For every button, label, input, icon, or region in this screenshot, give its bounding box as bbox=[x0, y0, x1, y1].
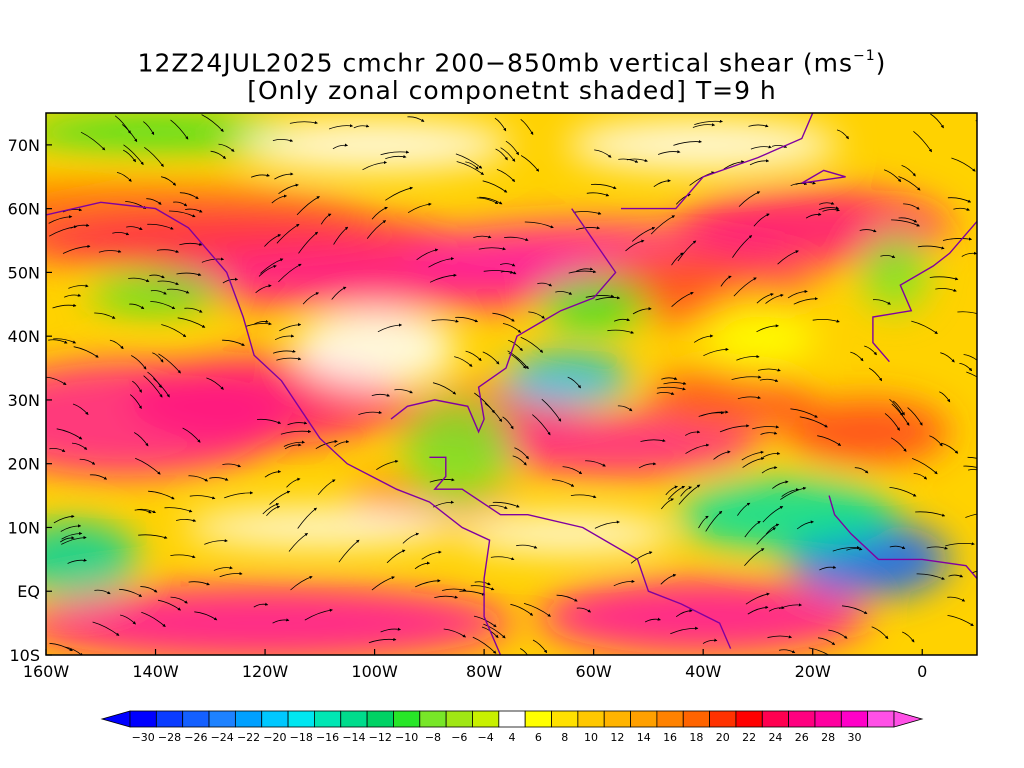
colorbar-swatch bbox=[630, 710, 658, 728]
colorbar-label: −14 bbox=[342, 731, 365, 744]
colorbar-label: −16 bbox=[316, 731, 339, 744]
lat-label: 40N bbox=[8, 327, 40, 346]
colorbar-swatch bbox=[366, 710, 394, 728]
colorbar-label: −4 bbox=[478, 731, 494, 744]
lon-label: 120W bbox=[242, 662, 289, 681]
colorbar-label: 16 bbox=[663, 731, 677, 744]
colorbar-swatch bbox=[656, 710, 684, 728]
lon-label: 20W bbox=[795, 662, 831, 681]
colorbar-label: 12 bbox=[610, 731, 624, 744]
colorbar-swatch bbox=[393, 710, 421, 728]
longitude-labels: 160W 140W 120W 100W 80W 60W 40W 20W 0 bbox=[23, 649, 927, 681]
lat-label: 50N bbox=[8, 263, 40, 282]
lon-label: 100W bbox=[351, 662, 398, 681]
colorbar-label: 8 bbox=[561, 731, 568, 744]
coastlines bbox=[46, 113, 977, 655]
colorbar-swatch bbox=[603, 710, 631, 728]
colorbar-swatch bbox=[129, 710, 157, 728]
colorbar-label: −8 bbox=[425, 731, 441, 744]
lon-label: 0 bbox=[917, 662, 927, 681]
colorbar-label: −30 bbox=[132, 731, 155, 744]
chart-title: 12Z24JUL2025 cmchr 200−850mb vertical sh… bbox=[0, 44, 1024, 105]
colorbar-swatch bbox=[261, 710, 289, 728]
lat-label: 10S bbox=[9, 646, 40, 665]
colorbar-swatch bbox=[419, 710, 447, 728]
colorbar-label: 10 bbox=[584, 731, 598, 744]
lat-label: 10N bbox=[8, 518, 40, 537]
colorbar-label: 28 bbox=[821, 731, 835, 744]
title-line-1: 12Z24JUL2025 cmchr 200−850mb vertical sh… bbox=[137, 48, 887, 78]
colorbar-swatch bbox=[234, 710, 263, 728]
lon-label: 60W bbox=[576, 662, 612, 681]
lon-label: 140W bbox=[132, 662, 179, 681]
colorbar-label: −10 bbox=[395, 731, 418, 744]
colorbar-swatch bbox=[287, 710, 315, 728]
colorbar-label: 14 bbox=[637, 731, 651, 744]
colorbar-label: 6 bbox=[535, 731, 542, 744]
colorbar-swatch bbox=[682, 710, 710, 728]
colorbar-label: −6 bbox=[451, 731, 467, 744]
colorbar-swatch bbox=[155, 710, 184, 728]
colorbar: −30 −28 −26 −24 −22 −20 −18 −16 −14 −12 −10 −8 −6 −4 4… bbox=[100, 710, 924, 744]
colorbar-label: 20 bbox=[716, 731, 730, 744]
colorbar-swatch bbox=[340, 710, 368, 728]
lat-label: EQ bbox=[17, 582, 40, 601]
latitude-labels: 70N 60N 50N 40N 30N 20N 10N EQ 10S bbox=[8, 136, 52, 665]
lon-label: 40W bbox=[685, 662, 721, 681]
colorbar-swatch bbox=[182, 710, 210, 728]
colorbar-label: 4 bbox=[509, 731, 516, 744]
colorbar-swatch bbox=[551, 710, 579, 728]
plot-frame bbox=[45, 112, 978, 656]
colorbar-label: 30 bbox=[847, 731, 861, 744]
colorbar-swatch bbox=[867, 710, 895, 728]
colorbar-label: −28 bbox=[158, 731, 181, 744]
colorbar-swatch bbox=[814, 710, 842, 728]
colorbar-swatch bbox=[709, 710, 737, 728]
title-line-2: [Only zonal componetnt shaded] T=9 h bbox=[247, 76, 777, 106]
lat-label: 60N bbox=[8, 200, 40, 219]
colorbar-label: 26 bbox=[795, 731, 809, 744]
colorbar-swatch bbox=[314, 710, 342, 728]
lat-label: 30N bbox=[8, 391, 40, 410]
colorbar-label: 24 bbox=[768, 731, 782, 744]
shaded-field bbox=[46, 113, 977, 655]
lon-label: 80W bbox=[466, 662, 502, 681]
colorbar-label: −20 bbox=[263, 731, 286, 744]
streamlines bbox=[46, 113, 977, 655]
colorbar-label: −12 bbox=[369, 731, 392, 744]
colorbar-label: −26 bbox=[184, 731, 207, 744]
lat-label: 20N bbox=[8, 455, 40, 474]
colorbar-label: −22 bbox=[237, 731, 260, 744]
colorbar-swatch bbox=[577, 710, 605, 728]
colorbar-swatch bbox=[735, 710, 763, 728]
lat-label: 70N bbox=[8, 136, 40, 155]
colorbar-swatch bbox=[498, 710, 526, 728]
colorbar-label: −24 bbox=[211, 731, 234, 744]
colorbar-swatch bbox=[445, 710, 473, 728]
colorbar-label: −18 bbox=[290, 731, 313, 744]
colorbar-swatch bbox=[761, 710, 790, 728]
colorbar-swatch bbox=[208, 710, 236, 728]
colorbar-swatch bbox=[472, 710, 500, 728]
colorbar-swatch bbox=[788, 710, 816, 728]
colorbar-swatch bbox=[840, 710, 869, 728]
colorbar-label: 18 bbox=[689, 731, 703, 744]
colorbar-swatch bbox=[524, 710, 552, 728]
lon-label: 160W bbox=[23, 662, 70, 681]
colorbar-label: 22 bbox=[742, 731, 756, 744]
